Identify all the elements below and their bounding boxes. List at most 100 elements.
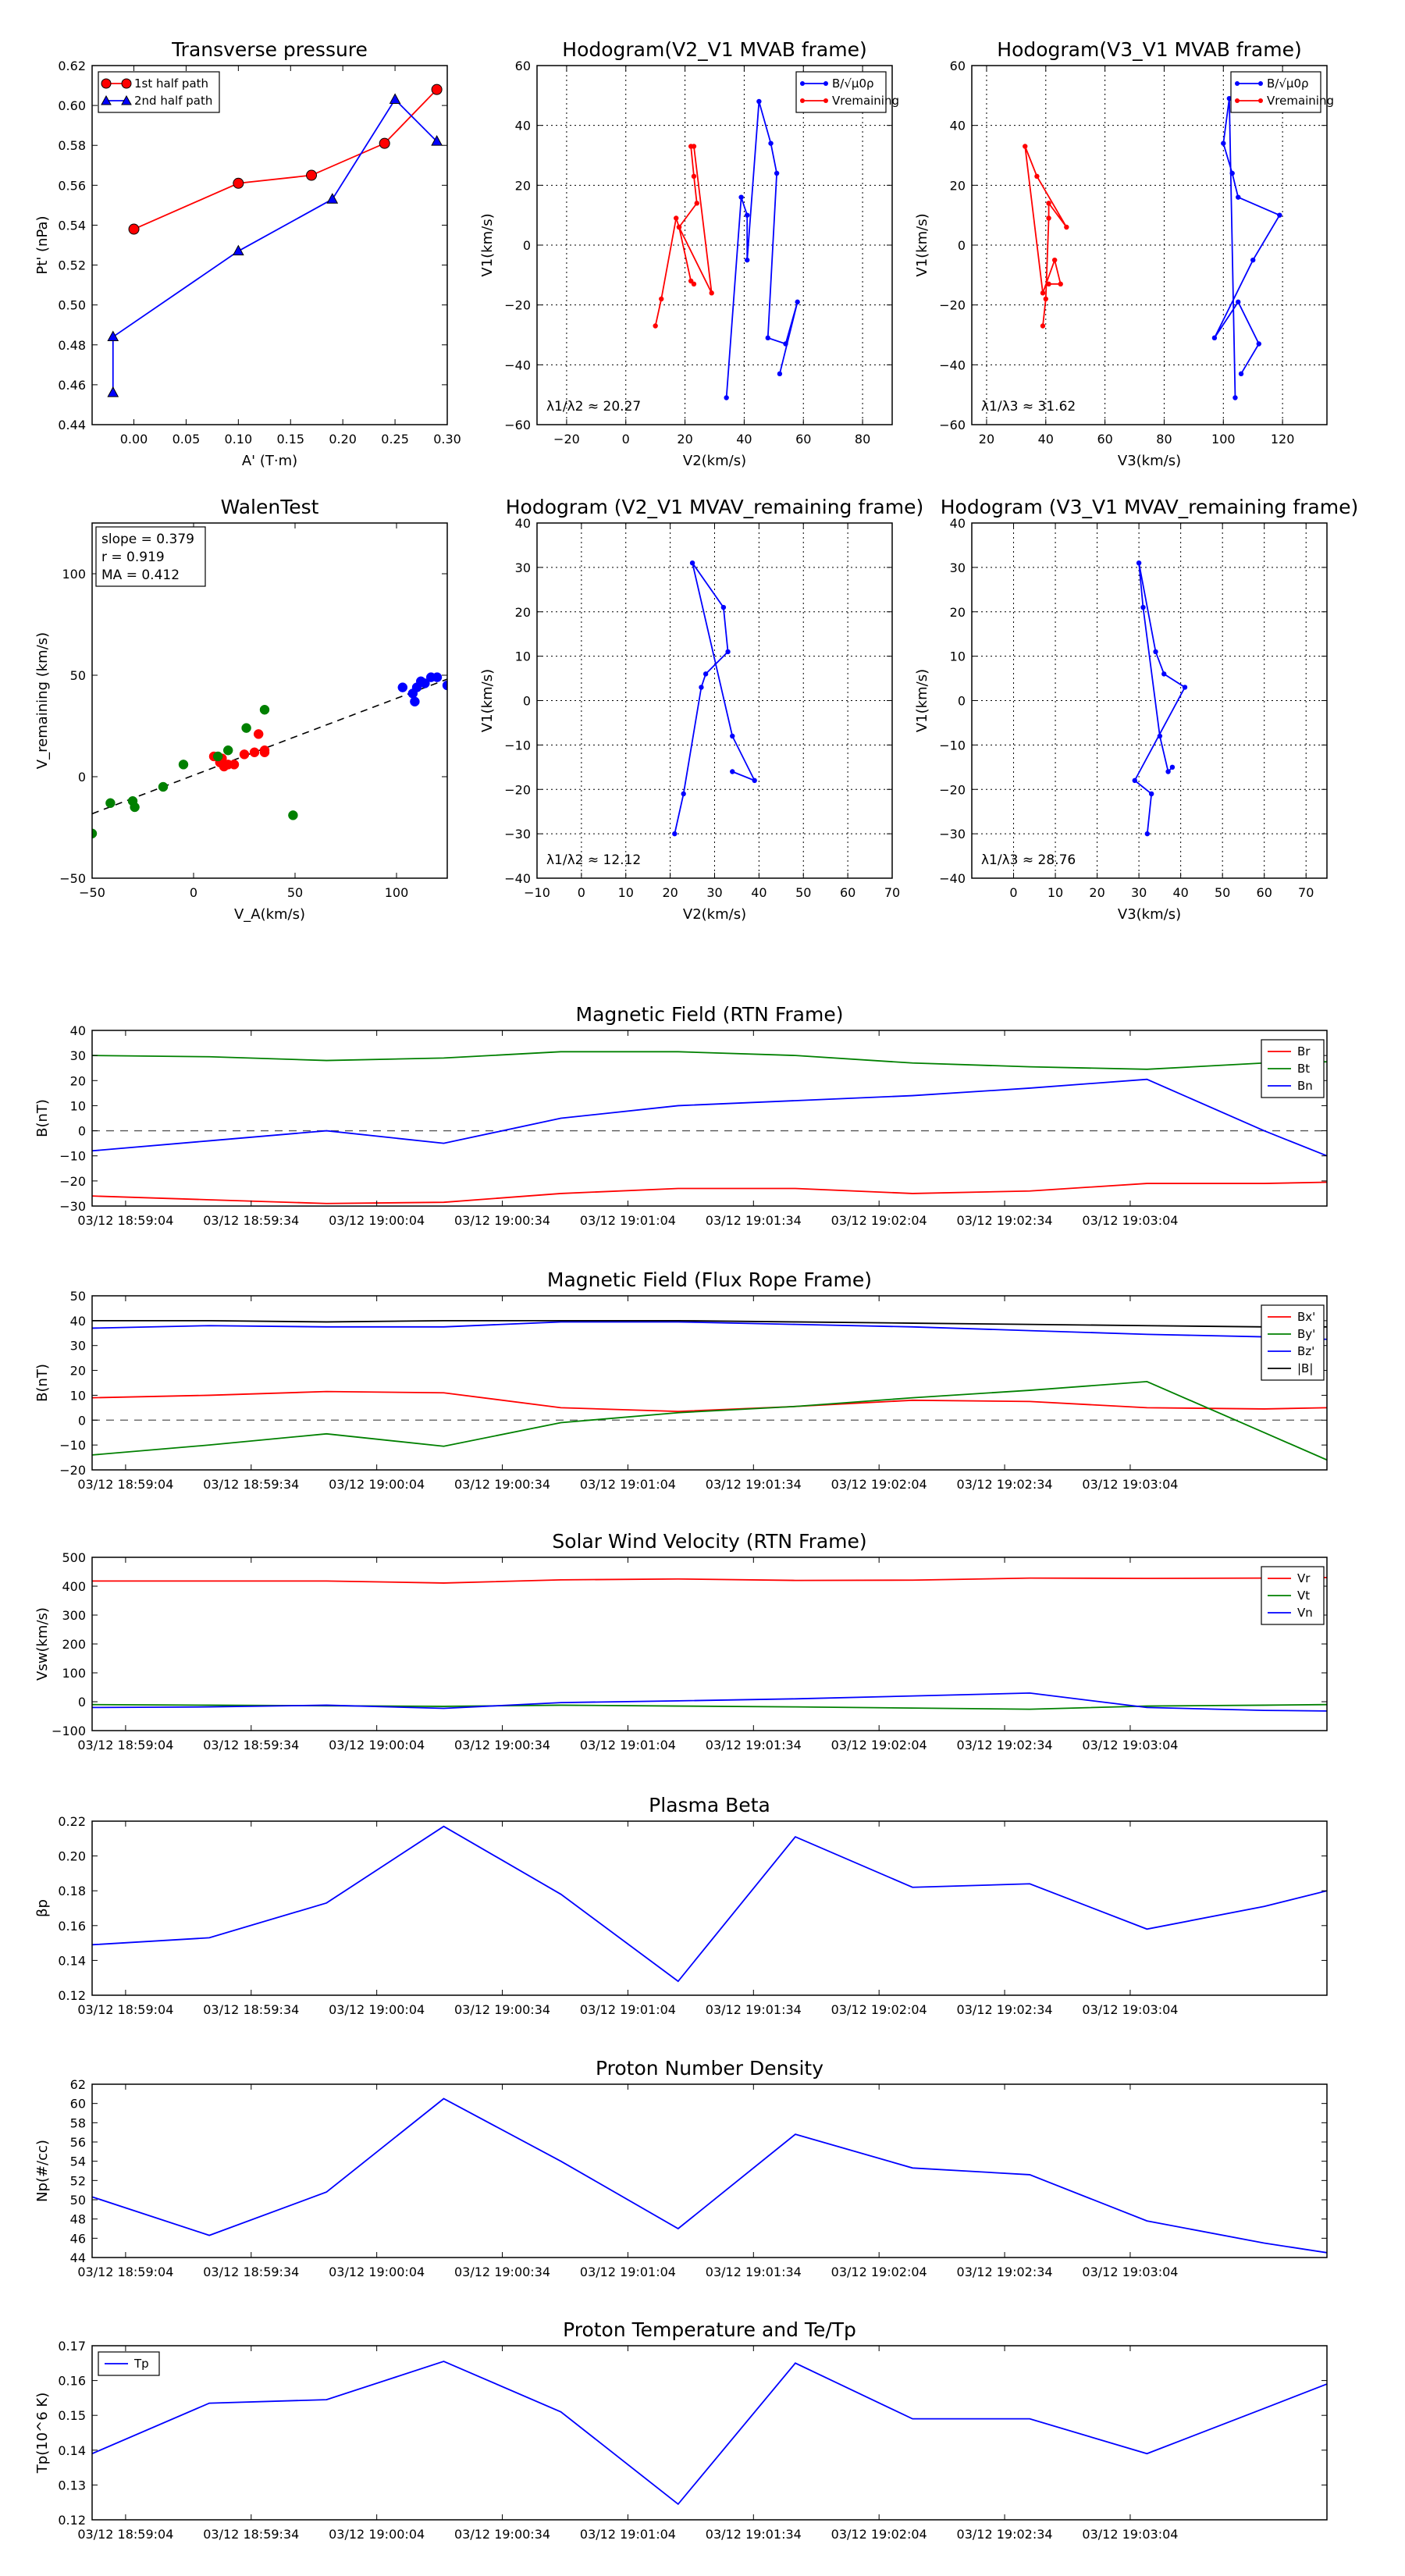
- y-tick-label: −10: [939, 738, 966, 753]
- legend-label: By': [1297, 1327, 1315, 1341]
- data-point: [768, 141, 774, 146]
- panel-plasma_beta: 03/12 18:59:04 03/12 18:59:34 03/12 19:00:…: [34, 1794, 1328, 2017]
- x-tick-label: 50: [1215, 885, 1230, 900]
- data-point: [1157, 733, 1163, 739]
- y-tick-label: 0.60: [58, 98, 86, 113]
- y-axis-label: V1(km/s): [479, 669, 496, 732]
- y-tick-label: 500: [62, 1550, 86, 1565]
- y-tick-label: 40: [70, 1314, 86, 1329]
- x-tick-label: 03/12 18:59:04: [77, 2002, 173, 2017]
- y-tick-label: 0.62: [58, 59, 86, 73]
- data-point: [1132, 777, 1137, 784]
- x-tick-label: 03/12 19:03:04: [1082, 1213, 1178, 1228]
- legend-marker: [101, 94, 112, 105]
- chart-title: Proton Number Density: [596, 2057, 823, 2080]
- y-tick-label: 50: [70, 2193, 86, 2208]
- data-point: [178, 760, 189, 770]
- data-point: [674, 215, 679, 221]
- legend: Tp: [98, 2351, 160, 2376]
- y-tick-label: 46: [70, 2231, 86, 2246]
- x-tick-label: 0: [1009, 885, 1017, 900]
- panel-hodogram_v2v1_mvab: −20 0 20 40 60 80 −60 −40 −20 0 20 40 60 Hodogram(V2_…: [479, 38, 899, 469]
- chart-title: WalenTest: [221, 496, 319, 518]
- data-point: [241, 723, 251, 733]
- y-tick-label: 20: [950, 605, 966, 620]
- x-axis-label: V2(km/s): [683, 453, 746, 469]
- chart-title: Magnetic Field (Flux Rope Frame): [547, 1268, 872, 1291]
- y-tick-label: 0.12: [58, 2513, 86, 2528]
- x-tick-label: 03/12 18:59:34: [203, 1477, 299, 1492]
- legend-label: Vremaining: [832, 94, 899, 108]
- chart-title: Hodogram(V2_V1 MVAB frame): [562, 38, 866, 61]
- data-layer: [107, 84, 443, 397]
- y-axis-label: B(nT): [34, 1099, 51, 1137]
- data-point: [288, 810, 298, 820]
- data-point: [1153, 649, 1158, 655]
- x-tick-label: 60: [795, 432, 811, 447]
- x-tick-label: 03/12 19:01:04: [580, 2002, 676, 2017]
- y-tick-label: 10: [70, 1098, 86, 1113]
- legend-marker: [823, 98, 828, 103]
- data-point: [745, 212, 750, 218]
- y-tick-label: −30: [504, 827, 531, 841]
- y-tick-label: 40: [515, 119, 531, 133]
- legend-label: Bn: [1297, 1079, 1313, 1093]
- data-point: [709, 290, 714, 296]
- legend: 1st half path 2nd half path: [98, 71, 220, 113]
- legend-label: Bt: [1297, 1062, 1310, 1076]
- x-tick-label: 03/12 19:02:34: [957, 1477, 1053, 1492]
- y-axis-label: Tp(10^6 K): [34, 2393, 51, 2474]
- x-tick-label: 03/12 18:59:34: [203, 1738, 299, 1752]
- x-tick-label: 03/12 19:01:04: [580, 2527, 676, 2542]
- y-tick-label: −40: [939, 358, 966, 372]
- y-tick-label: 0.20: [58, 1849, 86, 1864]
- axes-frame: [91, 1820, 1328, 1996]
- data-point: [681, 791, 686, 797]
- data-point: [1043, 296, 1048, 302]
- data-point: [691, 173, 697, 180]
- x-tick-label: −50: [79, 885, 105, 900]
- y-tick-label: 20: [950, 178, 966, 193]
- data-point: [1169, 764, 1176, 770]
- y-tick-label: 0.18: [58, 1884, 86, 1898]
- x-tick-label: 50: [287, 885, 303, 900]
- chart-title: Magnetic Field (RTN Frame): [576, 1003, 844, 1026]
- x-tick-label: 03/12 19:01:34: [706, 1738, 802, 1752]
- x-tick-label: 0.25: [381, 432, 409, 447]
- fit-line: [92, 678, 447, 815]
- series-line-Bn: [92, 1078, 1327, 1157]
- series-line-Tp: [92, 2361, 1327, 2506]
- data-layer: [92, 2097, 1327, 2254]
- y-tick-label: 0: [78, 770, 86, 785]
- x-tick-label: 03/12 19:01:04: [580, 1738, 676, 1752]
- y-tick-label: 44: [70, 2250, 86, 2265]
- y-tick-label: −40: [939, 871, 966, 886]
- data-point: [720, 604, 727, 610]
- x-tick-label: 03/12 18:59:04: [77, 1738, 173, 1752]
- legend: B/√μ0ρ Vremaining: [1230, 71, 1334, 113]
- data-point: [249, 747, 260, 758]
- y-tick-label: 30: [950, 560, 966, 575]
- series-line-Vremaining: [654, 145, 713, 326]
- x-tick-label: 03/12 19:00:04: [329, 2265, 425, 2279]
- y-tick-label: 40: [515, 516, 531, 531]
- y-tick-label: 0.15: [58, 2408, 86, 2423]
- data-point: [1051, 257, 1058, 263]
- x-tick-label: 03/12 19:01:04: [580, 2265, 676, 2279]
- stats-box: [95, 526, 206, 587]
- data-point: [1064, 224, 1069, 230]
- data-point: [752, 777, 757, 784]
- y-tick-label: 30: [515, 560, 531, 575]
- data-point: [777, 371, 783, 377]
- stat-r: r = 0.919: [101, 550, 165, 565]
- panel-mag_fluxrope: 03/12 18:59:04 03/12 18:59:34 03/12 19:00:…: [34, 1268, 1328, 1492]
- series-line-Np: [92, 2097, 1327, 2254]
- x-axis-label: V3(km/s): [1118, 906, 1181, 923]
- y-axis-label: B(nT): [34, 1364, 51, 1402]
- x-tick-label: 0: [190, 885, 197, 900]
- legend-label: |B|: [1297, 1361, 1313, 1375]
- data-layer: [92, 1825, 1327, 1983]
- y-tick-label: 0.48: [58, 338, 86, 353]
- chart-title: Hodogram(V3_V1 MVAB frame): [997, 38, 1301, 61]
- legend-label: B/√μ0ρ: [832, 76, 874, 91]
